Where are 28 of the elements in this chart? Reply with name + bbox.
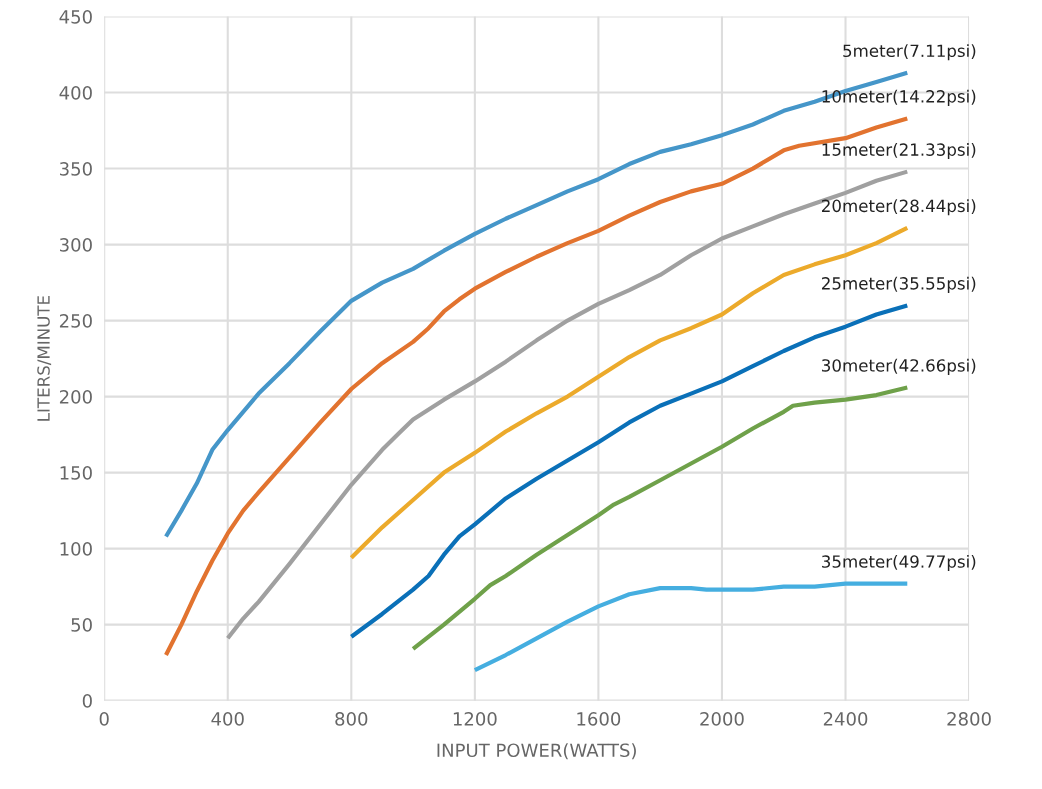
x-tick-label: 0 (99, 712, 109, 726)
y-tick-label: 0 (82, 694, 92, 708)
y-tick-label: 150 (60, 466, 92, 480)
y-tick-label: 250 (59, 314, 92, 328)
series-label: 5meter(7.11psi) (843, 44, 976, 61)
x-tick-label: 2000 (700, 712, 744, 726)
series-label: 15meter(21.33psi) (822, 142, 976, 160)
series-label: 20meter(28.44psi) (822, 199, 976, 216)
y-tick-label: 400 (59, 86, 92, 100)
y-tick-label: 300 (60, 238, 92, 252)
x-tick-label: 1200 (453, 712, 497, 726)
x-tick-label: 800 (335, 712, 368, 726)
x-tick-label: 400 (211, 712, 244, 726)
y-tick-label: 100 (60, 542, 92, 556)
series-label: 35meter(49.77psi) (822, 554, 976, 572)
x-tick-label: 2400 (823, 712, 868, 726)
series-label: 25meter(35.55psi) (822, 276, 976, 293)
y-tick-label: 50 (71, 618, 92, 632)
series-label: 30meter(42.66psi) (822, 358, 976, 375)
line-series (472, 581, 910, 673)
y-axis-title: LITERS/MINUTE (37, 295, 52, 421)
x-axis-title: INPUT POWER(WATTS) (437, 743, 636, 760)
series-label: 10meter(14.22psi) (822, 89, 976, 106)
y-tick-label: 450 (59, 10, 92, 24)
x-tick-label: 2800 (947, 712, 991, 726)
x-tick-label: 1600 (577, 712, 621, 726)
y-tick-label: 350 (60, 162, 92, 176)
y-tick-label: 200 (59, 390, 92, 404)
